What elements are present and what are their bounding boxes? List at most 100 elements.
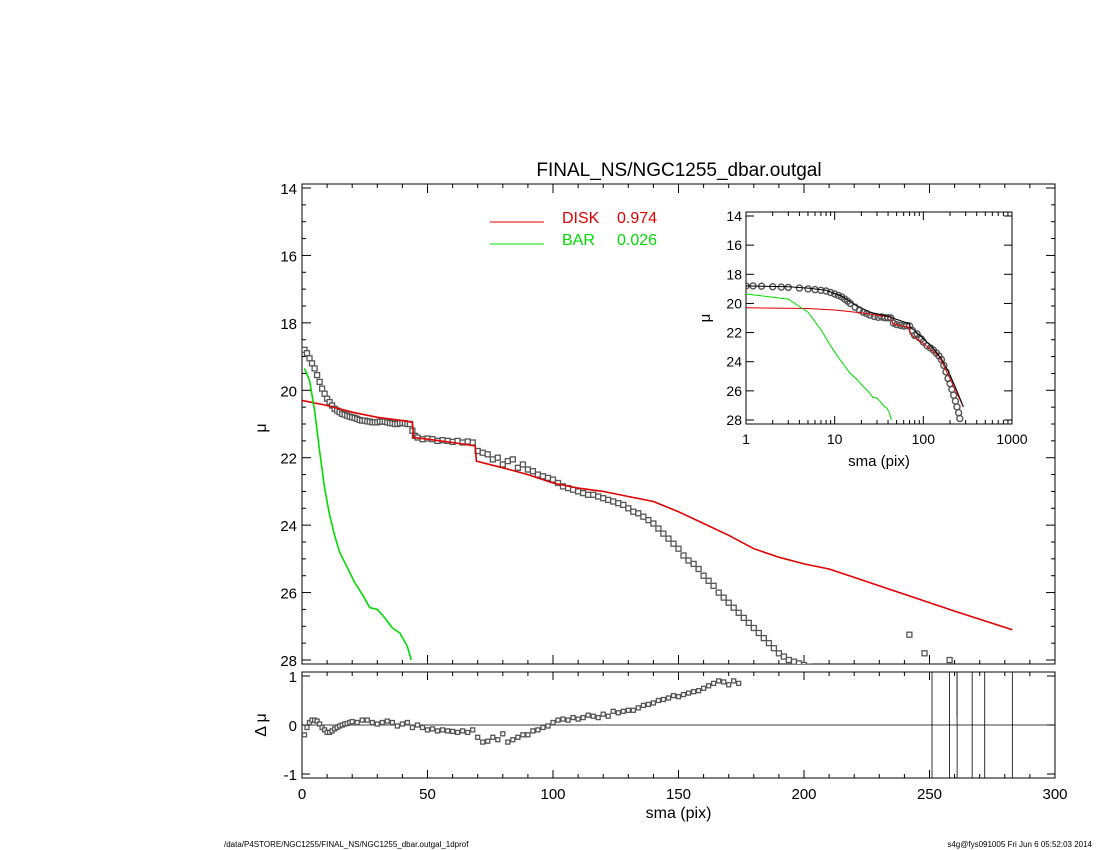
residual-point: [389, 719, 396, 726]
x-tick-label: 200: [791, 786, 816, 803]
observed-profile-point: [780, 653, 788, 660]
residual-point: [414, 722, 421, 728]
main-y-tick-label: 20: [280, 383, 297, 400]
inset-observed-point: [892, 320, 901, 329]
observed-profile-point: [524, 466, 532, 473]
observed-profile-point: [640, 513, 647, 520]
observed-profile-point: [590, 491, 597, 498]
observed-profile-point: [795, 660, 803, 664]
residual-point: [721, 679, 727, 685]
residual-point: [525, 732, 531, 738]
observed-profile-point: [469, 439, 476, 446]
observed-profile-point: [509, 456, 516, 463]
observed-profile-point: [574, 488, 582, 495]
main-y-tick-label: 26: [280, 586, 297, 603]
residual-point: [359, 717, 365, 723]
residual-point: [610, 708, 616, 714]
observed-profile-point: [306, 355, 313, 362]
residual-point: [690, 689, 697, 695]
observed-profile-point: [584, 491, 592, 498]
inset-y-tick-label: 26: [726, 383, 742, 399]
observed-profile-point: [655, 525, 662, 532]
observed-profile-point: [615, 500, 622, 507]
observed-profile-point: [670, 540, 677, 547]
observed-profile-point: [750, 624, 757, 632]
observed-profile-point: [695, 565, 702, 573]
observed-profile-point: [321, 390, 328, 397]
observed-profile-point: [630, 508, 637, 515]
residual-point: [570, 714, 576, 721]
residual-point: [731, 678, 737, 684]
residual-point: [716, 678, 722, 684]
residual-point: [550, 719, 556, 726]
observed-profile-point: [921, 650, 928, 657]
observed-profile-point: [625, 505, 632, 512]
residual-point: [520, 732, 526, 738]
observed-profile-point: [514, 464, 522, 471]
observed-profile-point: [685, 557, 692, 564]
observed-profile-point: [760, 634, 767, 642]
observed-profile-point: [812, 666, 817, 671]
residual-point: [459, 728, 466, 734]
residual-point: [424, 727, 431, 733]
observed-profile-point: [494, 454, 501, 461]
x-axis-label: sma (pix): [646, 805, 712, 822]
observed-profile-point: [847, 678, 852, 683]
observed-profile-point: [790, 658, 798, 664]
main-y-tick-label: 22: [280, 451, 297, 468]
observed-profile-point: [735, 609, 742, 616]
observed-profile-point: [690, 560, 697, 568]
resid-y-axis-label: Δ μ: [253, 713, 270, 736]
observed-profile-point: [303, 350, 311, 357]
observed-profile-point: [549, 476, 557, 483]
residual-point: [404, 719, 411, 726]
observed-profile-point: [313, 371, 321, 379]
residual-point: [685, 690, 692, 696]
inset-x-tick-label: 1: [742, 431, 750, 447]
resid-y-tick-label: -1: [284, 767, 297, 784]
observed-profile-point: [484, 451, 491, 458]
main-y-tick-label: 24: [280, 518, 297, 535]
inset-observed-point: [831, 290, 839, 298]
bar-model-line: [303, 368, 412, 661]
residual-point: [560, 716, 566, 722]
observed-profile-point: [755, 629, 762, 637]
main-y-tick-label: 28: [280, 653, 297, 670]
residual-point: [505, 739, 511, 745]
residual-point: [384, 718, 390, 724]
residual-point: [419, 724, 426, 731]
residual-point: [736, 680, 742, 687]
x-tick-label: 100: [540, 786, 565, 803]
legend: DISK 0.974 BAR 0.026: [490, 210, 657, 249]
observed-profile-point: [534, 471, 542, 478]
observed-profile-point: [600, 495, 607, 502]
residual-point: [374, 721, 380, 727]
observed-profile-point: [660, 530, 667, 537]
residual-point: [364, 717, 370, 723]
main-y-tick-label: 14: [280, 181, 297, 198]
disk-model-line: [302, 399, 1013, 631]
observed-profile-point: [705, 577, 712, 584]
inset-x-tick-label: 10: [827, 431, 843, 447]
residual-point: [580, 714, 586, 721]
observed-profile-point: [620, 501, 627, 509]
inset-observed-point: [913, 330, 921, 338]
residual-point: [500, 731, 506, 737]
x-tick-label: 0: [298, 786, 306, 803]
residual-point: [515, 734, 521, 740]
legend-value-bar: 0.026: [617, 232, 657, 249]
residual-point: [444, 728, 451, 734]
inset-observed-point: [826, 288, 835, 297]
residual-point: [530, 728, 536, 734]
observed-profile-point: [645, 516, 652, 524]
residual-point: [595, 714, 601, 721]
x-tick-label: 150: [666, 786, 691, 803]
residual-point: [394, 723, 401, 729]
residual-point: [434, 728, 441, 734]
residual-point: [710, 680, 717, 687]
residual-point: [399, 721, 406, 727]
observed-profile-point: [765, 639, 773, 647]
inset-log-panel: 1 10 100 1000 14 16 18 20 22 24 26 28 sma (pix) μ: [697, 208, 1028, 470]
observed-profile-point: [544, 474, 552, 482]
